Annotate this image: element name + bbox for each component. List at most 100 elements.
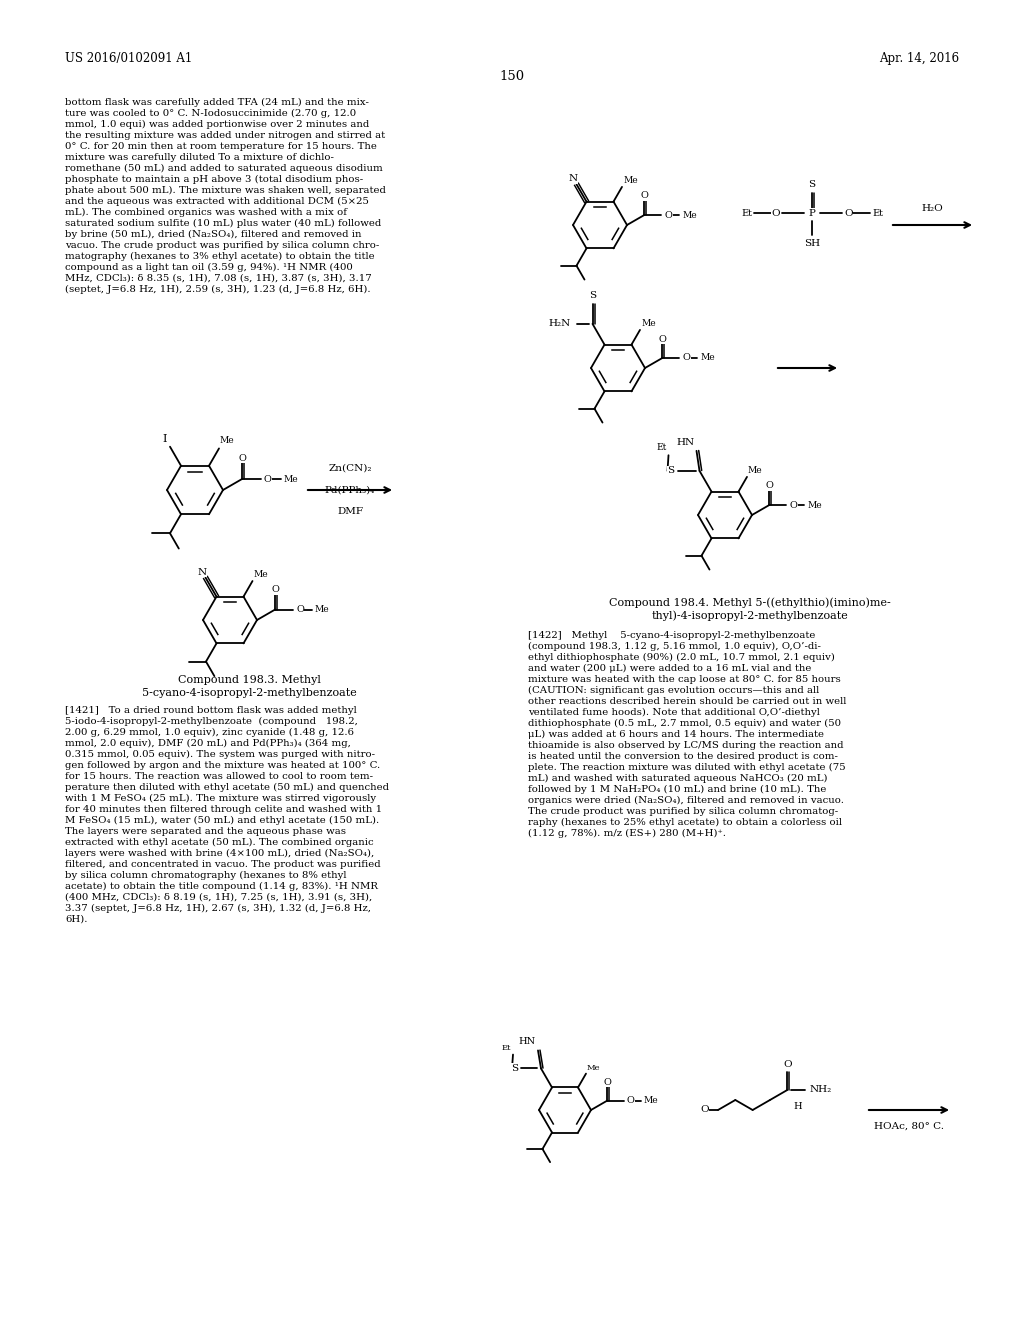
Text: O: O [239, 454, 246, 463]
Text: (1.12 g, 78%). m/z (ES+) 280 (M+H)⁺.: (1.12 g, 78%). m/z (ES+) 280 (M+H)⁺. [528, 829, 726, 838]
Text: with 1 M FeSO₄ (25 mL). The mixture was stirred vigorously: with 1 M FeSO₄ (25 mL). The mixture was … [65, 795, 376, 803]
Text: I: I [163, 434, 167, 444]
Text: Compound 198.4. Methyl 5-((ethylthio)(imino)me-: Compound 198.4. Methyl 5-((ethylthio)(im… [609, 597, 891, 607]
Text: HN: HN [519, 1038, 536, 1047]
Text: H₂O: H₂O [922, 205, 943, 213]
Text: is heated until the conversion to the desired product is com-: is heated until the conversion to the de… [528, 752, 838, 762]
Text: Me: Me [807, 500, 822, 510]
Text: HOAc, 80° C.: HOAc, 80° C. [874, 1122, 944, 1131]
Text: 0° C. for 20 min then at room temperature for 15 hours. The: 0° C. for 20 min then at room temperatur… [65, 143, 377, 150]
Text: Et: Et [872, 209, 883, 218]
Text: dithiophosphate (0.5 mL, 2.7 mmol, 0.5 equiv) and water (50: dithiophosphate (0.5 mL, 2.7 mmol, 0.5 e… [528, 719, 841, 729]
Text: Pd(PPh₃)₄: Pd(PPh₃)₄ [325, 486, 375, 495]
Text: Et: Et [741, 209, 752, 218]
Text: P: P [809, 209, 815, 218]
Text: Me: Me [748, 466, 763, 475]
Text: Et: Et [656, 444, 667, 453]
Text: mixture was carefully diluted To a mixture of dichlo-: mixture was carefully diluted To a mixtu… [65, 153, 334, 162]
Text: phate about 500 mL). The mixture was shaken well, separated: phate about 500 mL). The mixture was sha… [65, 186, 386, 195]
Text: 150: 150 [500, 70, 524, 83]
Text: Me: Me [587, 1064, 600, 1072]
Text: layers were washed with brine (4×100 mL), dried (Na₂SO₄),: layers were washed with brine (4×100 mL)… [65, 849, 374, 858]
Text: extracted with ethyl acetate (50 mL). The combined organic: extracted with ethyl acetate (50 mL). Th… [65, 838, 374, 847]
Text: SH: SH [804, 239, 820, 248]
Text: filtered, and concentrated in vacuo. The product was purified: filtered, and concentrated in vacuo. The… [65, 861, 381, 869]
Text: O: O [603, 1077, 611, 1086]
Text: mL). The combined organics was washed with a mix of: mL). The combined organics was washed wi… [65, 209, 347, 216]
Text: US 2016/0102091 A1: US 2016/0102091 A1 [65, 51, 193, 65]
Text: μL) was added at 6 hours and 14 hours. The intermediate: μL) was added at 6 hours and 14 hours. T… [528, 730, 824, 739]
Text: vacuo. The crude product was purified by silica column chro-: vacuo. The crude product was purified by… [65, 242, 379, 249]
Text: 2.00 g, 6.29 mmol, 1.0 equiv), zinc cyanide (1.48 g, 12.6: 2.00 g, 6.29 mmol, 1.0 equiv), zinc cyan… [65, 729, 354, 737]
Text: acetate) to obtain the title compound (1.14 g, 83%). ¹H NMR: acetate) to obtain the title compound (1… [65, 882, 378, 891]
Text: O: O [682, 354, 690, 363]
Text: Me: Me [623, 176, 638, 185]
Text: S: S [511, 1064, 518, 1073]
Text: [1422]   Methyl    5-cyano-4-isopropyl-2-methylbenzoate: [1422] Methyl 5-cyano-4-isopropyl-2-meth… [528, 631, 815, 640]
Text: saturated sodium sulfite (10 mL) plus water (40 mL) followed: saturated sodium sulfite (10 mL) plus wa… [65, 219, 381, 228]
Text: Apr. 14, 2016: Apr. 14, 2016 [879, 51, 959, 65]
Text: S: S [589, 290, 596, 300]
Text: Compound 198.3. Methyl: Compound 198.3. Methyl [177, 675, 321, 685]
Text: Me: Me [641, 319, 655, 327]
Text: thioamide is also observed by LC/MS during the reaction and: thioamide is also observed by LC/MS duri… [528, 741, 844, 750]
Text: O: O [658, 334, 667, 343]
Text: by silica column chromatography (hexanes to 8% ethyl: by silica column chromatography (hexanes… [65, 871, 346, 880]
Text: Me: Me [700, 354, 715, 363]
Text: 3.37 (septet, J=6.8 Hz, 1H), 2.67 (s, 3H), 1.32 (d, J=6.8 Hz,: 3.37 (septet, J=6.8 Hz, 1H), 2.67 (s, 3H… [65, 904, 371, 913]
Text: Me: Me [315, 605, 330, 614]
Text: mmol, 2.0 equiv), DMF (20 mL) and Pd(PPh₃)₄ (364 mg,: mmol, 2.0 equiv), DMF (20 mL) and Pd(PPh… [65, 739, 351, 748]
Text: ture was cooled to 0° C. N-Iodosuccinimide (2.70 g, 12.0: ture was cooled to 0° C. N-Iodosuccinimi… [65, 110, 356, 117]
Text: 6H).: 6H). [65, 915, 87, 924]
Text: O: O [765, 482, 773, 491]
Text: raphy (hexanes to 25% ethyl acetate) to obtain a colorless oil: raphy (hexanes to 25% ethyl acetate) to … [528, 818, 842, 828]
Text: mL) and washed with saturated aqueous NaHCO₃ (20 mL): mL) and washed with saturated aqueous Na… [528, 774, 827, 783]
Text: 0.315 mmol, 0.05 equiv). The system was purged with nitro-: 0.315 mmol, 0.05 equiv). The system was … [65, 750, 375, 759]
Text: mmol, 1.0 equi) was added portionwise over 2 minutes and: mmol, 1.0 equi) was added portionwise ov… [65, 120, 370, 129]
Text: O: O [783, 1060, 792, 1069]
Text: (CAUTION: significant gas evolution occurs—this and all: (CAUTION: significant gas evolution occu… [528, 686, 819, 696]
Text: The crude product was purified by silica column chromatog-: The crude product was purified by silica… [528, 807, 838, 816]
Text: ventilated fume hoods). Note that additional O,O’-diethyl: ventilated fume hoods). Note that additi… [528, 708, 820, 717]
Text: S: S [808, 180, 815, 189]
Text: NH₂: NH₂ [809, 1085, 831, 1094]
Text: DMF: DMF [337, 507, 362, 516]
Text: O: O [790, 500, 798, 510]
Text: gen followed by argon and the mixture was heated at 100° C.: gen followed by argon and the mixture wa… [65, 762, 380, 770]
Text: N: N [198, 568, 207, 577]
Text: and water (200 μL) were added to a 16 mL vial and the: and water (200 μL) were added to a 16 mL… [528, 664, 811, 673]
Text: Me: Me [220, 437, 234, 445]
Text: ethyl dithiophosphate (90%) (2.0 mL, 10.7 mmol, 2.1 equiv): ethyl dithiophosphate (90%) (2.0 mL, 10.… [528, 653, 835, 663]
Text: for 40 minutes then filtered through celite and washed with 1: for 40 minutes then filtered through cel… [65, 805, 382, 814]
Text: M FeSO₄ (15 mL), water (50 mL) and ethyl acetate (150 mL).: M FeSO₄ (15 mL), water (50 mL) and ethyl… [65, 816, 379, 825]
Text: O: O [296, 605, 304, 614]
Text: (septet, J=6.8 Hz, 1H), 2.59 (s, 3H), 1.23 (d, J=6.8 Hz, 6H).: (septet, J=6.8 Hz, 1H), 2.59 (s, 3H), 1.… [65, 285, 371, 294]
Text: The layers were separated and the aqueous phase was: The layers were separated and the aqueou… [65, 828, 346, 836]
Text: H₂N: H₂N [548, 319, 570, 329]
Text: romethane (50 mL) and added to saturated aqueous disodium: romethane (50 mL) and added to saturated… [65, 164, 383, 173]
Text: H: H [793, 1102, 802, 1111]
Text: (compound 198.3, 1.12 g, 5.16 mmol, 1.0 equiv), O,O’-di-: (compound 198.3, 1.12 g, 5.16 mmol, 1.0 … [528, 642, 821, 651]
Text: O: O [700, 1106, 709, 1114]
Text: Me: Me [254, 570, 268, 579]
Text: (400 MHz, CDCl₃): δ 8.19 (s, 1H), 7.25 (s, 1H), 3.91 (s, 3H),: (400 MHz, CDCl₃): δ 8.19 (s, 1H), 7.25 (… [65, 894, 373, 902]
Text: O: O [271, 585, 280, 594]
Text: Me: Me [682, 210, 697, 219]
Text: the resulting mixture was added under nitrogen and stirred at: the resulting mixture was added under ni… [65, 131, 385, 140]
Text: phosphate to maintain a pH above 3 (total disodium phos-: phosphate to maintain a pH above 3 (tota… [65, 176, 364, 183]
Text: other reactions described herein should be carried out in well: other reactions described herein should … [528, 697, 847, 706]
Text: O: O [844, 209, 853, 218]
Text: O: O [264, 474, 271, 483]
Text: Et: Et [502, 1044, 511, 1052]
Text: plete. The reaction mixture was diluted with ethyl acetate (75: plete. The reaction mixture was diluted … [528, 763, 846, 772]
Text: [1421]   To a dried round bottom flask was added methyl: [1421] To a dried round bottom flask was… [65, 706, 356, 715]
Text: matography (hexanes to 3% ethyl acetate) to obtain the title: matography (hexanes to 3% ethyl acetate)… [65, 252, 375, 261]
Text: O: O [640, 191, 648, 201]
Text: compound as a light tan oil (3.59 g, 94%). ¹H NMR (400: compound as a light tan oil (3.59 g, 94%… [65, 263, 352, 272]
Text: Me: Me [284, 474, 298, 483]
Text: followed by 1 M NaH₂PO₄ (10 mL) and brine (10 mL). The: followed by 1 M NaH₂PO₄ (10 mL) and brin… [528, 785, 826, 795]
Text: MHz, CDCl₃): δ 8.35 (s, 1H), 7.08 (s, 1H), 3.87 (s, 3H), 3.17: MHz, CDCl₃): δ 8.35 (s, 1H), 7.08 (s, 1H… [65, 275, 372, 282]
Text: 5-cyano-4-isopropyl-2-methylbenzoate: 5-cyano-4-isopropyl-2-methylbenzoate [141, 688, 356, 698]
Text: 5-iodo-4-isopropyl-2-methylbenzoate  (compound   198.2,: 5-iodo-4-isopropyl-2-methylbenzoate (com… [65, 717, 357, 726]
Text: by brine (50 mL), dried (Na₂SO₄), filtered and removed in: by brine (50 mL), dried (Na₂SO₄), filter… [65, 230, 361, 239]
